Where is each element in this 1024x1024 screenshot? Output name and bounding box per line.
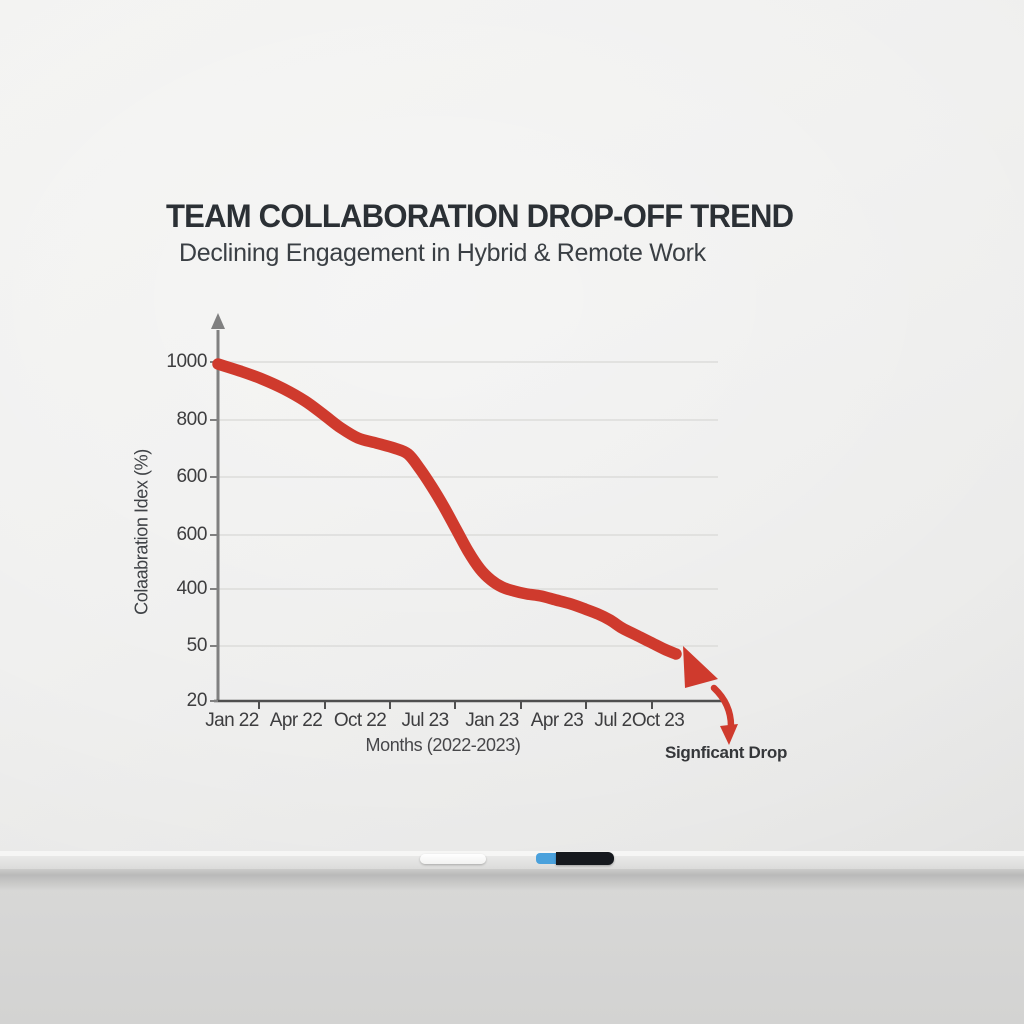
trend-arrowhead-icon: [683, 646, 718, 688]
y-tick-label: 400: [176, 578, 207, 599]
tray-lip: [0, 869, 1024, 875]
chart-subtitle: Declining Engagement in Hybrid & Remote …: [179, 239, 706, 267]
x-tick-label: Jan 22: [205, 710, 259, 731]
y-tick-label: 20: [186, 690, 208, 711]
x-tick-label: Jan 23: [465, 710, 519, 731]
tray-face: [0, 856, 1024, 869]
x-tick-label: Oct 23: [631, 710, 685, 731]
x-tick-label: Apr 23: [530, 710, 584, 731]
whiteboard-marker-white: [420, 854, 486, 864]
x-tick-label: Apr 22: [269, 710, 323, 731]
y-tick-label: 800: [176, 409, 207, 430]
y-tick-label: 600: [176, 466, 207, 487]
marker-body: [556, 852, 614, 865]
whiteboard: TEAM COLLABORATION DROP-OFF TREND Declin…: [0, 0, 1024, 851]
y-axis-arrow-icon: [211, 313, 225, 329]
y-tick-label: 50: [186, 635, 208, 656]
y-tick-label: 600: [176, 524, 207, 545]
drop-arrow-icon: [710, 684, 735, 730]
x-tick-label: Oct 22: [333, 710, 387, 731]
marker-tray: [0, 851, 1024, 875]
x-tick-label: Jul 23: [401, 710, 449, 731]
line-chart-canvas: [210, 313, 738, 745]
x-axis-label: Months (2022-2023): [365, 735, 521, 755]
drop-arrowhead-icon: [720, 724, 738, 745]
annotation-significant-drop: Signficant Drop: [664, 743, 788, 762]
chart-title: TEAM COLLABORATION DROP-OFF TREND: [166, 198, 794, 234]
trend-line: [212, 358, 682, 660]
tray-top-edge: [0, 851, 1024, 856]
whiteboard-marker-blue-black: [536, 852, 614, 865]
marker-cap: [536, 853, 558, 864]
y-tick-label: 1000: [166, 351, 207, 372]
x-tick-label: Jul 2: [594, 710, 632, 731]
wall: [0, 875, 1024, 1024]
